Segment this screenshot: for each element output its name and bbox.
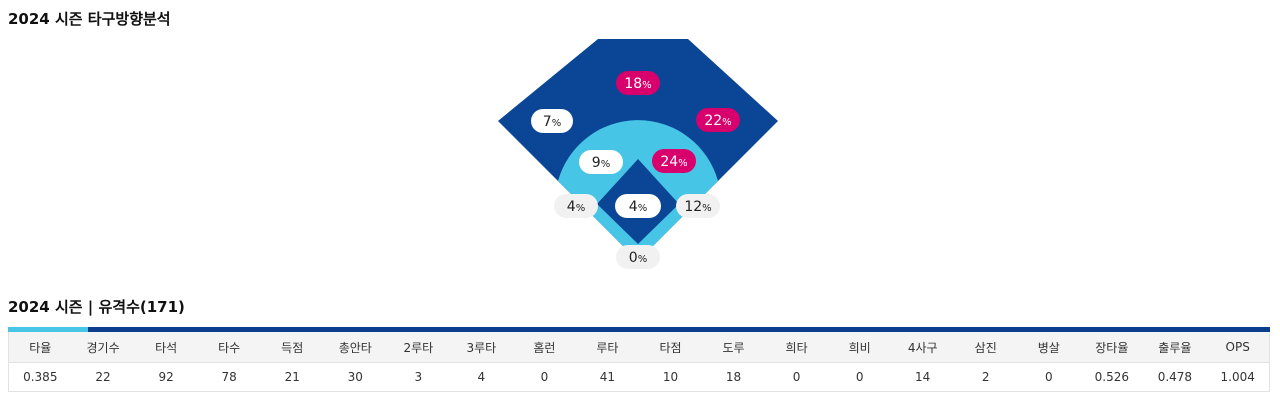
zone-badge-pitcher-area: 4% bbox=[615, 194, 661, 218]
zone-percent-value: 9 bbox=[592, 155, 601, 171]
zone-percent-unit: % bbox=[638, 254, 648, 265]
zone-percent-value: 0 bbox=[629, 250, 638, 266]
stats-header-row: 타율 경기수 타석 타수 득점 총안타 2루타 3루타 홈런 루타 타점 도루 희타 희비 4사구 삼진 병살 장… bbox=[9, 332, 1270, 363]
stats-header-cell: 희타 bbox=[765, 332, 828, 363]
stats-header-cell: 도루 bbox=[702, 332, 765, 363]
stats-value-cell: 0 bbox=[513, 363, 576, 392]
zone-percent-value: 18 bbox=[624, 76, 642, 92]
stats-value-cell: 0.385 bbox=[9, 363, 72, 392]
zone-badge-shortstop-area: 9% bbox=[579, 150, 623, 174]
stats-value-cell: 0 bbox=[765, 363, 828, 392]
table-top-bar bbox=[8, 327, 1270, 332]
zone-percent-value: 4 bbox=[629, 199, 638, 215]
zone-percent-unit: % bbox=[702, 203, 712, 214]
spray-chart: 18% 7% 22% 9% 24% 4% 4% 12% 0% bbox=[495, 38, 781, 274]
stats-header-cell: 3루타 bbox=[450, 332, 513, 363]
zone-badge-second-base-area: 24% bbox=[652, 149, 696, 173]
stats-value-cell: 21 bbox=[261, 363, 324, 392]
stats-header-cell: 2루타 bbox=[387, 332, 450, 363]
stats-header-cell: 삼진 bbox=[954, 332, 1017, 363]
zone-badge-center-field: 18% bbox=[616, 71, 660, 95]
batting-stats-table: 타율 경기수 타석 타수 득점 총안타 2루타 3루타 홈런 루타 타점 도루 희타 희비 4사구 삼진 병살 장… bbox=[8, 332, 1270, 392]
stats-value-cell: 41 bbox=[576, 363, 639, 392]
stats-value-cell: 14 bbox=[891, 363, 954, 392]
zone-percent-unit: % bbox=[552, 118, 562, 129]
stats-value-cell: 78 bbox=[198, 363, 261, 392]
stats-value-cell: 3 bbox=[387, 363, 450, 392]
stats-header-cell: 타수 bbox=[198, 332, 261, 363]
stats-value-row: 0.385 22 92 78 21 30 3 4 0 41 10 18 0 0 14 2 0 0.526 0.478… bbox=[9, 363, 1270, 392]
zone-badge-left-field: 7% bbox=[531, 109, 573, 133]
stats-value-cell: 4 bbox=[450, 363, 513, 392]
stats-value-cell: 1.004 bbox=[1206, 363, 1269, 392]
stats-value-cell: 2 bbox=[954, 363, 1017, 392]
zone-percent-value: 7 bbox=[543, 114, 552, 130]
stats-table-container: 타율 경기수 타석 타수 득점 총안타 2루타 3루타 홈런 루타 타점 도루 희타 희비 4사구 삼진 병살 장… bbox=[8, 327, 1270, 392]
stats-header-cell: OPS bbox=[1206, 332, 1269, 363]
stats-header-cell: 루타 bbox=[576, 332, 639, 363]
zone-percent-value: 12 bbox=[684, 199, 702, 215]
zone-percent-unit: % bbox=[601, 159, 611, 170]
zone-badge-right-field: 22% bbox=[696, 108, 740, 132]
stats-header-cell: 홈런 bbox=[513, 332, 576, 363]
zone-percent-value: 24 bbox=[660, 154, 678, 170]
stats-value-cell: 10 bbox=[639, 363, 702, 392]
stats-header-cell: 타율 bbox=[9, 332, 72, 363]
zone-percent-value: 22 bbox=[704, 113, 722, 129]
stats-header-cell: 병살 bbox=[1017, 332, 1080, 363]
stats-value-cell: 0 bbox=[828, 363, 891, 392]
zone-badge-third-base-line: 4% bbox=[554, 194, 598, 218]
stats-header-cell: 타석 bbox=[135, 332, 198, 363]
stats-header-cell: 장타율 bbox=[1080, 332, 1143, 363]
stats-value-cell: 92 bbox=[135, 363, 198, 392]
stats-section-title: 2024 시즌 | 유격수(171) bbox=[8, 296, 185, 317]
stats-header-cell: 희비 bbox=[828, 332, 891, 363]
stats-header-cell: 출루율 bbox=[1143, 332, 1206, 363]
stats-header-cell: 경기수 bbox=[72, 332, 135, 363]
stats-value-cell: 18 bbox=[702, 363, 765, 392]
zone-badge-catcher-area: 0% bbox=[616, 245, 660, 269]
stats-header-cell: 득점 bbox=[261, 332, 324, 363]
stats-value-cell: 0.526 bbox=[1080, 363, 1143, 392]
zone-percent-unit: % bbox=[678, 158, 688, 169]
zone-percent-unit: % bbox=[642, 80, 652, 91]
stats-value-cell: 22 bbox=[72, 363, 135, 392]
stats-value-cell: 30 bbox=[324, 363, 387, 392]
zone-percent-unit: % bbox=[576, 203, 586, 214]
stats-header-cell: 타점 bbox=[639, 332, 702, 363]
zone-percent-unit: % bbox=[638, 203, 648, 214]
table-top-bar-accent bbox=[8, 327, 88, 332]
spray-chart-title: 2024 시즌 타구방향분석 bbox=[8, 8, 171, 29]
baseball-field-diagram: 18%7% 22%9% 24%4% 4% 12%0% bbox=[495, 38, 781, 274]
zone-percent-value: 4 bbox=[567, 199, 576, 215]
zone-badge-first-base-line: 12% bbox=[676, 194, 720, 218]
zone-percent-unit: % bbox=[722, 117, 732, 128]
stats-header-cell: 4사구 bbox=[891, 332, 954, 363]
stats-header-cell: 총안타 bbox=[324, 332, 387, 363]
stats-value-cell: 0 bbox=[1017, 363, 1080, 392]
stats-value-cell: 0.478 bbox=[1143, 363, 1206, 392]
